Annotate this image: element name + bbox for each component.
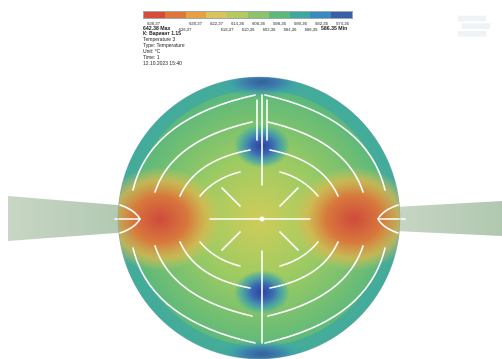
legend-tick-label: 630,37: [189, 20, 202, 26]
legend-tick-label: 638,37: [147, 20, 160, 26]
legend-tick-label: 606,36: [252, 20, 265, 26]
legend-color-bar: [143, 11, 353, 19]
legend-tick-label: 622,37: [210, 20, 223, 26]
info-variant: К: Вариант 1.15: [143, 31, 181, 37]
legend-swatch: [310, 12, 332, 18]
legend-max-label: 642.38 Max: [143, 26, 171, 32]
legend-tick-label: 614,36: [231, 20, 244, 26]
disc-temperature-field: [118, 77, 400, 359]
legend-swatch: [268, 12, 290, 18]
legend-tick-label: 594,36: [283, 26, 297, 32]
disc-outline: [117, 76, 401, 359]
legend-tick-label: 598,36: [273, 20, 286, 26]
info-type: Type: Temperature: [143, 43, 185, 49]
color-legend: 638,37 630,37 622,37 614,36 606,36 598,36 590,…: [143, 11, 353, 32]
legend-min-label: 586.35 Min: [321, 26, 348, 32]
legend-tick-label: 590,36: [294, 20, 307, 26]
legend-swatch: [144, 12, 165, 18]
legend-tick-label: 610,36: [241, 26, 255, 32]
legend-tick-label: 626,37: [178, 26, 192, 32]
center-hole: [259, 216, 265, 222]
right-rod: [395, 201, 502, 236]
faded-logo-icon: [457, 15, 491, 37]
info-time: Time: 1: [143, 55, 160, 61]
left-rod: [8, 196, 130, 241]
info-unit: Unit: °C: [143, 49, 161, 55]
info-date: 12.10.2023 15:40: [143, 61, 182, 67]
legend-swatch: [206, 12, 228, 18]
cooling-slots: [114, 94, 406, 344]
legend-swatch: [185, 12, 207, 18]
legend-tick-label: 574,35: [336, 20, 349, 26]
legend-tick-label: 618,37: [220, 26, 234, 32]
legend-swatch: [247, 12, 269, 18]
legend-tick-label: 582,35: [315, 20, 328, 26]
legend-tick-label: 586,35: [304, 26, 318, 32]
info-result-name: Temperature 3: [143, 37, 176, 43]
legend-swatch: [164, 12, 186, 18]
legend-swatch: [289, 12, 311, 18]
legend-tick-label: 602,36: [262, 26, 276, 32]
result-info-block: К: Вариант 1.15 Temperature 3 Type: Temp…: [143, 25, 185, 67]
legend-swatch: [227, 12, 248, 18]
legend-swatch: [331, 12, 352, 18]
